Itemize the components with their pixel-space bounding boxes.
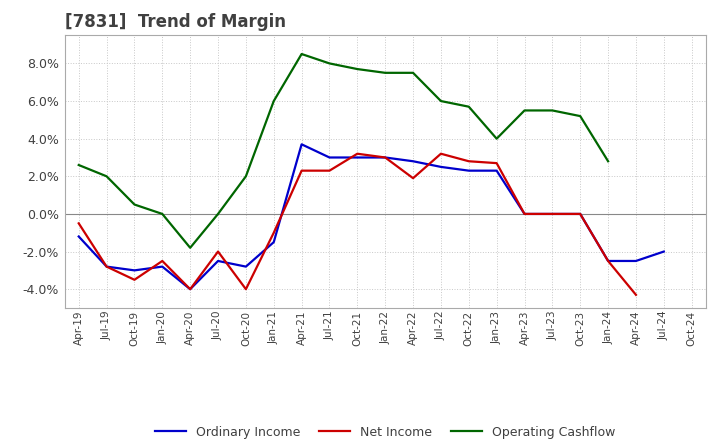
Net Income: [604, 258, 613, 264]
Net Income: [74, 221, 83, 226]
Ordinary Income: [576, 211, 585, 216]
Legend: Ordinary Income, Net Income, Operating Cashflow: Ordinary Income, Net Income, Operating C…: [150, 421, 621, 440]
Line: Ordinary Income: Ordinary Income: [78, 144, 664, 289]
Ordinary Income: [604, 258, 613, 264]
Operating Cashflow: [269, 99, 278, 104]
Net Income: [214, 249, 222, 254]
Operating Cashflow: [297, 51, 306, 57]
Ordinary Income: [158, 264, 166, 269]
Net Income: [130, 277, 139, 282]
Ordinary Income: [269, 239, 278, 245]
Ordinary Income: [102, 264, 111, 269]
Operating Cashflow: [242, 174, 251, 179]
Ordinary Income: [436, 164, 445, 169]
Operating Cashflow: [548, 108, 557, 113]
Ordinary Income: [186, 286, 194, 292]
Operating Cashflow: [436, 99, 445, 104]
Operating Cashflow: [464, 104, 473, 109]
Net Income: [520, 211, 528, 216]
Operating Cashflow: [492, 136, 501, 141]
Net Income: [297, 168, 306, 173]
Ordinary Income: [409, 158, 418, 164]
Ordinary Income: [520, 211, 528, 216]
Net Income: [464, 158, 473, 164]
Ordinary Income: [214, 258, 222, 264]
Operating Cashflow: [158, 211, 166, 216]
Net Income: [186, 286, 194, 292]
Operating Cashflow: [325, 61, 334, 66]
Line: Operating Cashflow: Operating Cashflow: [78, 54, 608, 248]
Net Income: [269, 230, 278, 235]
Operating Cashflow: [409, 70, 418, 76]
Operating Cashflow: [604, 158, 613, 164]
Operating Cashflow: [74, 162, 83, 168]
Net Income: [381, 155, 390, 160]
Net Income: [631, 292, 640, 297]
Operating Cashflow: [186, 245, 194, 250]
Ordinary Income: [492, 168, 501, 173]
Net Income: [436, 151, 445, 156]
Net Income: [158, 258, 166, 264]
Net Income: [353, 151, 361, 156]
Operating Cashflow: [353, 66, 361, 72]
Operating Cashflow: [381, 70, 390, 76]
Ordinary Income: [74, 234, 83, 239]
Operating Cashflow: [576, 114, 585, 119]
Net Income: [576, 211, 585, 216]
Line: Net Income: Net Income: [78, 154, 636, 295]
Operating Cashflow: [130, 202, 139, 207]
Net Income: [242, 286, 251, 292]
Net Income: [325, 168, 334, 173]
Ordinary Income: [297, 142, 306, 147]
Ordinary Income: [660, 249, 668, 254]
Net Income: [548, 211, 557, 216]
Ordinary Income: [631, 258, 640, 264]
Text: [7831]  Trend of Margin: [7831] Trend of Margin: [65, 13, 286, 31]
Ordinary Income: [464, 168, 473, 173]
Ordinary Income: [130, 268, 139, 273]
Operating Cashflow: [214, 211, 222, 216]
Operating Cashflow: [520, 108, 528, 113]
Ordinary Income: [548, 211, 557, 216]
Ordinary Income: [353, 155, 361, 160]
Ordinary Income: [381, 155, 390, 160]
Ordinary Income: [325, 155, 334, 160]
Operating Cashflow: [102, 174, 111, 179]
Net Income: [409, 176, 418, 181]
Net Income: [492, 161, 501, 166]
Net Income: [102, 264, 111, 269]
Ordinary Income: [242, 264, 251, 269]
